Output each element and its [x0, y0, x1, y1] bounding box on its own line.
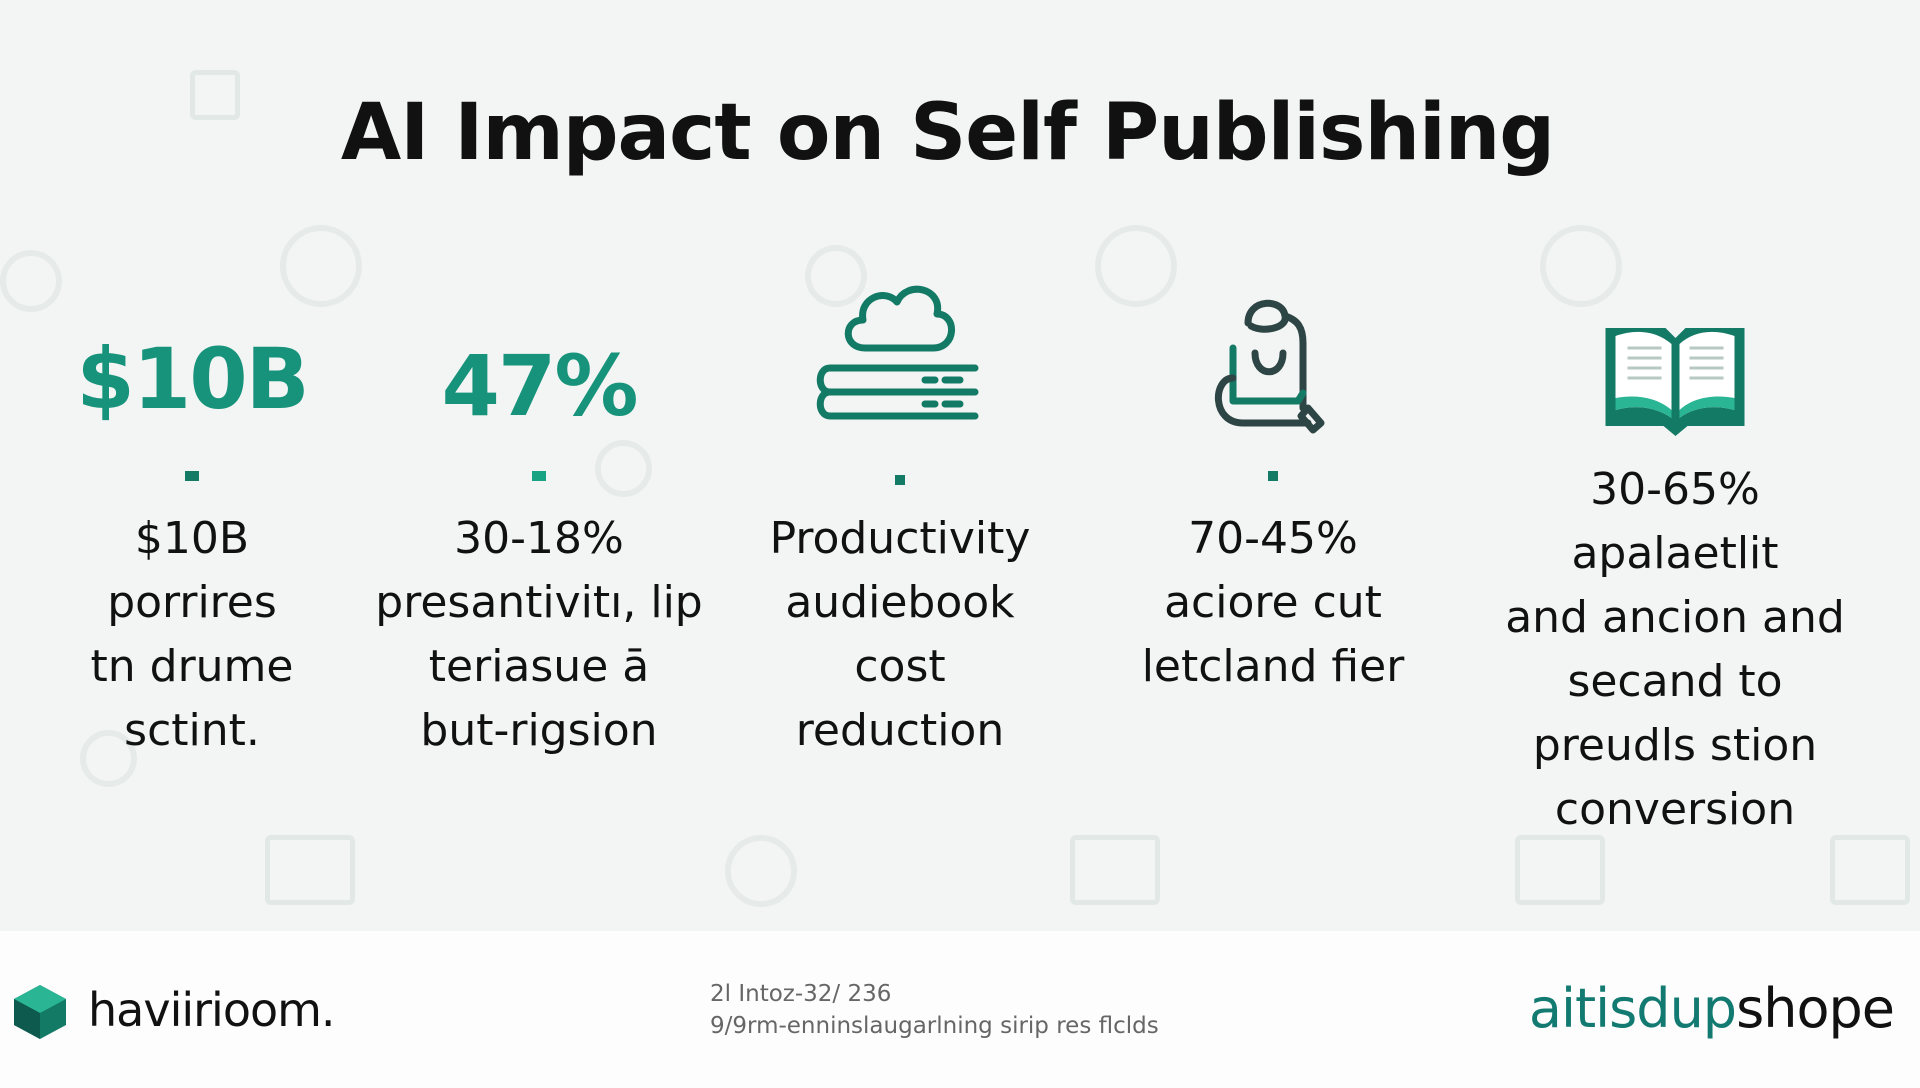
page-title: AI Impact on Self Publishing — [340, 88, 1555, 178]
desc-line: secand to — [1567, 656, 1783, 707]
desc-line: conversion — [1554, 784, 1796, 835]
desc-line: $10B — [134, 513, 250, 564]
stat-description: $10B porrires tn drume sctint. — [0, 507, 402, 763]
stat-description: Productivity audiebook cost reduction — [690, 507, 1110, 763]
divider-dash — [1268, 471, 1278, 481]
desc-line: reduction — [795, 705, 1005, 756]
desc-line: preudls stion — [1532, 720, 1818, 771]
desc-line: but-rigsion — [420, 705, 658, 756]
stat-value: 47% — [441, 337, 638, 435]
desc-line: porrires — [107, 577, 277, 628]
desc-line: audiebook — [785, 577, 1015, 628]
stat-description: 70-45% aciore cut letcland fier — [1063, 507, 1483, 699]
cloud-books-icon — [816, 285, 979, 420]
desc-line: sctint. — [124, 705, 260, 756]
person-laptop-icon — [1215, 299, 1325, 434]
desc-line: letcland fier — [1141, 641, 1405, 692]
desc-line: 70-45% — [1188, 513, 1358, 564]
divider-dash — [532, 471, 546, 481]
stat-description: 30-18% presantivitı, lip teriasue ā but-… — [329, 507, 749, 763]
desc-line: apalaetlit — [1571, 528, 1779, 579]
footer: haviirioom. 2l Intoz-32/ 236 9/9rm-ennin… — [0, 931, 1920, 1088]
cube-logo-icon — [14, 985, 66, 1039]
divider-dash — [185, 471, 199, 481]
desc-line: 30-65% — [1590, 464, 1760, 515]
desc-line: and ancion and — [1505, 592, 1845, 643]
footer-text-line-2: 9/9rm-enninslaugarlning sirip res flclds — [710, 1013, 1159, 1039]
desc-line: 30-18% — [454, 513, 624, 564]
desc-line: tn drume — [90, 641, 294, 692]
desc-line: aciore cut — [1164, 577, 1382, 628]
footer-text-line-1: 2l Intoz-32/ 236 — [710, 981, 892, 1007]
right-brand: aitisdupshope — [1528, 977, 1895, 1040]
stat-value: $10B — [76, 330, 309, 428]
desc-line: teriasue ā — [428, 641, 650, 692]
desc-line: presantivitı, lip — [375, 577, 703, 628]
left-brand: haviirioom. — [88, 983, 336, 1037]
stat-description: 30-65% apalaetlit and ancion and secand … — [1465, 458, 1885, 842]
desc-line: cost — [854, 641, 946, 692]
divider-dash — [895, 475, 905, 485]
right-brand-rest: shope — [1736, 977, 1895, 1040]
right-brand-accent: aitisdup — [1528, 977, 1737, 1040]
desc-line: Productivity — [769, 513, 1031, 564]
open-book-icon — [1605, 328, 1745, 436]
